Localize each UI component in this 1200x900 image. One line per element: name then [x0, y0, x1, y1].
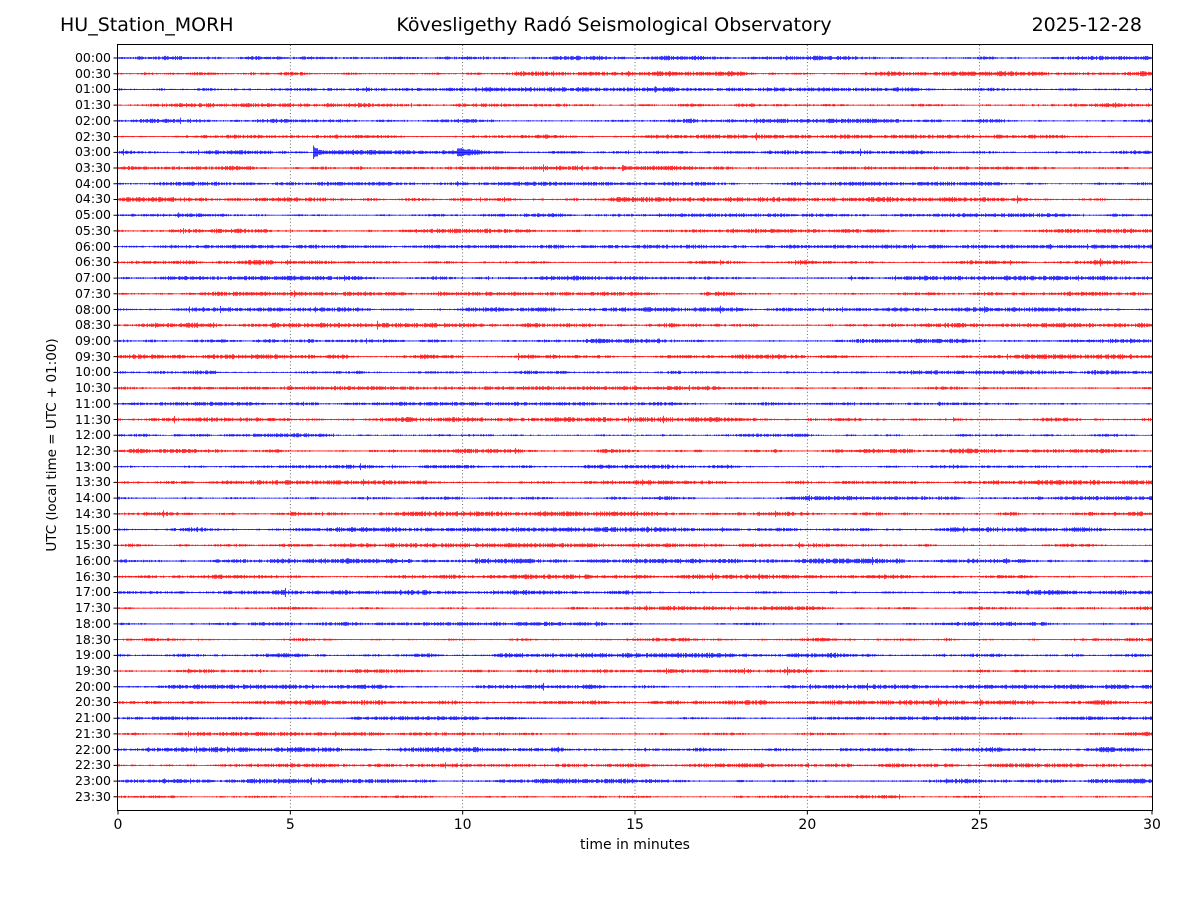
- y-tick-label: 17:30: [74, 600, 111, 616]
- y-tick-label: 13:00: [74, 458, 111, 474]
- y-tick-label: 11:00: [74, 395, 111, 411]
- y-tick-label: 08:30: [74, 317, 111, 333]
- x-tick-label: 5: [285, 817, 295, 833]
- y-tick-label: 06:00: [74, 238, 111, 254]
- y-tick-label: 23:30: [74, 788, 111, 804]
- y-tick-label: 17:00: [74, 584, 111, 600]
- y-tick-label: 10:00: [74, 364, 111, 380]
- x-tick-label: 20: [798, 817, 817, 833]
- y-tick-label: 04:30: [74, 191, 111, 207]
- y-tick-label: 01:00: [74, 81, 111, 97]
- y-tick-label: 00:30: [74, 65, 111, 81]
- y-tick-label: 11:30: [74, 411, 111, 427]
- y-tick-label: 19:30: [74, 663, 111, 679]
- x-tick-label: 15: [626, 817, 644, 833]
- y-tick-label: 04:00: [74, 175, 111, 191]
- observatory-title: Kövesligethy Radó Seismological Observat…: [396, 14, 832, 36]
- y-tick-label: 12:30: [74, 442, 111, 458]
- y-tick-label: 23:00: [74, 773, 111, 789]
- station-name: HU_Station_MORH: [60, 14, 234, 36]
- x-tick-label: 30: [1143, 817, 1161, 833]
- y-tick-label: 00:00: [74, 50, 111, 65]
- y-tick-label: 22:30: [74, 757, 111, 773]
- y-tick-label: 03:30: [74, 160, 111, 176]
- x-axis-title: time in minutes: [580, 837, 690, 853]
- y-tick-label: 12:00: [74, 427, 111, 443]
- y-tick-label: 14:00: [74, 490, 111, 506]
- y-tick-label: 09:30: [74, 348, 111, 364]
- y-tick-label: 21:30: [74, 725, 111, 741]
- y-tick-label: 01:30: [74, 97, 111, 113]
- y-tick-label: 02:30: [74, 128, 111, 144]
- x-tick-label: 10: [453, 817, 472, 833]
- y-tick-label: 03:00: [74, 144, 111, 160]
- y-tick-label: 14:30: [74, 505, 111, 521]
- x-tick-label: 0: [113, 817, 123, 833]
- date-label: 2025-12-28: [1031, 14, 1142, 36]
- y-tick-label: 20:30: [74, 694, 111, 710]
- y-tick-label: 09:00: [74, 332, 111, 348]
- y-tick-label: 22:00: [74, 741, 111, 757]
- y-tick-label: 05:30: [74, 222, 111, 238]
- y-tick-label: 15:00: [74, 521, 111, 537]
- y-tick-label: 10:30: [74, 380, 111, 396]
- y-tick-label: 19:00: [74, 647, 111, 663]
- y-tick-label: 15:30: [74, 537, 111, 553]
- y-tick-label: 16:30: [74, 568, 111, 584]
- y-tick-label: 06:30: [74, 254, 111, 270]
- y-tick-label: 08:00: [74, 301, 111, 317]
- x-tick-label: 25: [970, 817, 989, 833]
- y-tick-label: 07:00: [74, 270, 111, 286]
- y-tick-label: 07:30: [74, 285, 111, 301]
- y-tick-label: 02:00: [74, 112, 111, 128]
- y-tick-label: 05:00: [74, 207, 111, 223]
- y-tick-label: 13:30: [74, 474, 111, 490]
- y-tick-label: 16:00: [74, 553, 111, 568]
- y-tick-label: 18:00: [74, 615, 111, 631]
- y-axis-title: UTC (local time = UTC + 01:00): [44, 338, 60, 552]
- y-tick-label: 20:00: [74, 678, 111, 694]
- y-tick-label: 21:00: [74, 710, 111, 726]
- y-tick-label: 18:30: [74, 631, 111, 647]
